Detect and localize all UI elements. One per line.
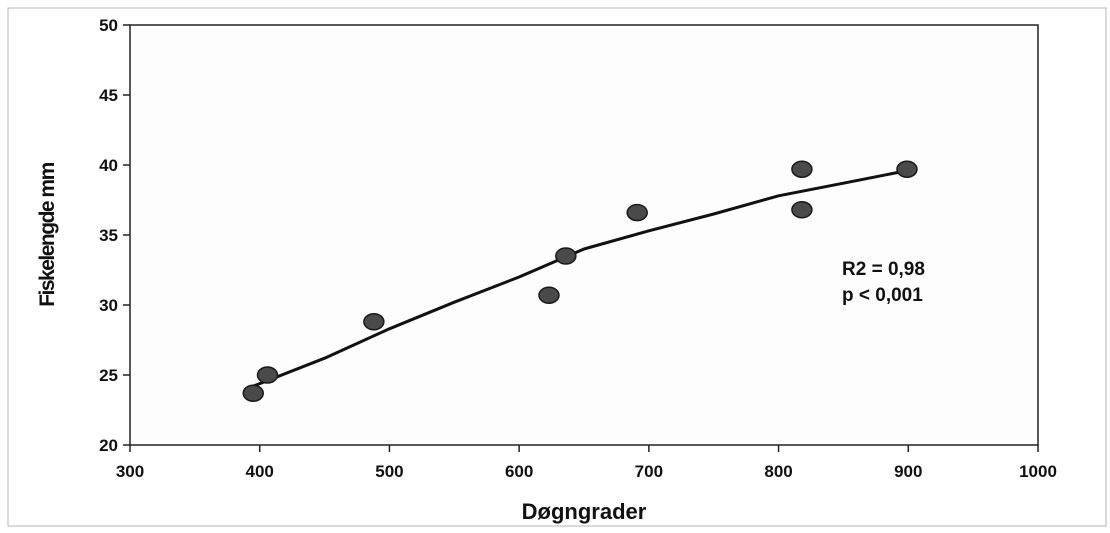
x-tick-label: 600 bbox=[505, 462, 533, 481]
x-tick-label: 800 bbox=[764, 462, 792, 481]
annotation-p: p < 0,001 bbox=[842, 285, 923, 306]
y-axis-ticks: 20 25 30 35 40 45 50 bbox=[99, 16, 130, 455]
x-tick-label: 700 bbox=[635, 462, 663, 481]
data-point bbox=[256, 366, 279, 384]
y-tick-label: 50 bbox=[99, 16, 118, 35]
trendline bbox=[251, 169, 909, 388]
data-point bbox=[538, 286, 560, 304]
data-point bbox=[242, 384, 264, 402]
data-point bbox=[363, 313, 385, 331]
x-tick-label: 300 bbox=[116, 462, 144, 481]
data-point bbox=[791, 201, 813, 219]
y-tick-label: 35 bbox=[99, 226, 118, 245]
y-axis-title: Fiskelengde mm bbox=[36, 162, 59, 306]
annotation-r2: R2 = 0,98 bbox=[842, 259, 925, 280]
data-point bbox=[896, 160, 918, 178]
y-tick-label: 20 bbox=[99, 436, 118, 455]
y-tick-label: 45 bbox=[99, 86, 118, 105]
data-points bbox=[242, 160, 918, 402]
x-tick-label: 400 bbox=[246, 462, 274, 481]
data-point bbox=[791, 160, 813, 178]
trendline-group bbox=[251, 169, 909, 388]
x-tick-label: 900 bbox=[894, 462, 922, 481]
y-tick-label: 30 bbox=[99, 296, 118, 315]
x-tick-label: 1000 bbox=[1019, 462, 1057, 481]
data-point bbox=[626, 203, 648, 222]
data-point bbox=[555, 247, 577, 265]
y-tick-label: 40 bbox=[99, 156, 118, 175]
x-tick-label: 500 bbox=[375, 462, 403, 481]
x-axis-title: Døgngrader bbox=[522, 499, 647, 524]
page-frame bbox=[7, 7, 1107, 527]
x-axis-ticks: 300 400 500 600 700 800 900 1000 bbox=[116, 445, 1057, 481]
y-tick-label: 25 bbox=[99, 366, 118, 385]
